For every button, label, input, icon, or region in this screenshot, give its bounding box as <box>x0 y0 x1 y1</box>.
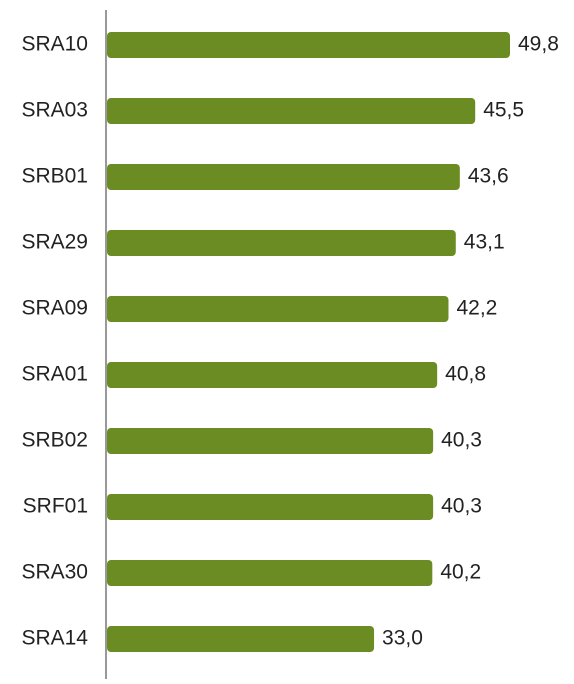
value-label: 43,1 <box>464 231 505 254</box>
value-label: 33,0 <box>382 627 423 650</box>
category-label: SRA29 <box>21 231 88 254</box>
category-label: SRA10 <box>21 33 88 56</box>
bar <box>107 428 434 454</box>
value-label: 42,2 <box>456 297 497 320</box>
value-label: 40,3 <box>441 495 482 518</box>
value-label: 40,8 <box>445 363 486 386</box>
value-label: 43,6 <box>468 165 509 188</box>
category-label: SRA01 <box>21 363 88 386</box>
value-label: 45,5 <box>483 99 524 122</box>
value-label: 49,8 <box>518 33 559 56</box>
bar <box>107 296 449 322</box>
bar <box>107 98 476 124</box>
bar <box>107 230 456 256</box>
bar <box>107 164 460 190</box>
bar <box>107 362 438 388</box>
category-label: SRB02 <box>21 429 88 452</box>
bar <box>107 32 510 58</box>
bar <box>107 560 433 586</box>
category-label: SRA03 <box>21 99 88 122</box>
category-label: SRA09 <box>21 297 88 320</box>
category-label: SRB01 <box>21 165 88 188</box>
category-label: SRA14 <box>21 627 88 650</box>
bar <box>107 626 375 652</box>
value-label: 40,2 <box>440 561 481 584</box>
bar <box>107 494 434 520</box>
category-label: SRF01 <box>23 495 88 518</box>
value-label: 40,3 <box>441 429 482 452</box>
category-label: SRA30 <box>21 561 88 584</box>
